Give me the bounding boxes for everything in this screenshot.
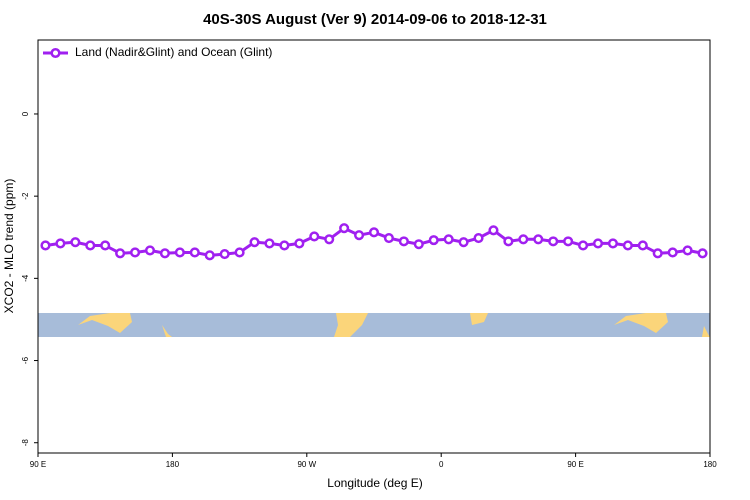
point	[383, 233, 394, 244]
point	[667, 247, 678, 258]
land	[162, 325, 172, 337]
point	[458, 237, 469, 248]
x-tick-label: 90 E	[567, 460, 583, 469]
land	[78, 313, 132, 333]
point	[637, 240, 648, 251]
x-tick-label: 180	[166, 460, 180, 469]
x-tick-label: 90 E	[30, 460, 46, 469]
x-tick-label: 90 W	[297, 460, 316, 469]
point	[607, 238, 618, 249]
point	[40, 240, 51, 251]
point	[309, 231, 320, 242]
land	[614, 313, 668, 333]
point	[234, 247, 245, 258]
point	[144, 245, 156, 256]
point	[697, 248, 708, 259]
point	[174, 247, 185, 258]
chart-title: 40S-30S August (Ver 9) 2014-09-06 to 201…	[203, 11, 547, 28]
point	[533, 234, 544, 245]
point	[578, 240, 589, 251]
point	[189, 247, 200, 258]
x-axis-label: Longitude (deg E)	[327, 476, 422, 490]
point	[85, 240, 96, 251]
land	[702, 326, 710, 337]
point	[159, 248, 170, 259]
point	[563, 236, 574, 247]
ocean	[38, 313, 710, 337]
map-strip	[38, 313, 710, 337]
legend-label: Land (Nadir&Glint) and Ocean (Glint)	[75, 45, 272, 59]
point	[592, 238, 604, 249]
point	[70, 237, 81, 248]
point	[398, 236, 409, 247]
point	[249, 237, 260, 248]
point	[518, 234, 529, 245]
point	[548, 236, 559, 247]
point	[219, 249, 230, 260]
point	[130, 247, 141, 258]
point	[473, 233, 484, 244]
point	[488, 225, 499, 236]
point	[100, 240, 111, 251]
land	[334, 313, 368, 337]
point	[428, 235, 439, 246]
point	[55, 238, 66, 249]
y-tick-label: -8	[21, 439, 30, 447]
y-tick-label: -6	[21, 356, 30, 364]
legend-marker	[50, 47, 61, 59]
y-tick-label: -4	[21, 274, 30, 282]
point	[294, 238, 305, 249]
y-axis-label: XCO2 - MLO trend (ppm)	[2, 179, 16, 314]
point	[368, 227, 380, 238]
point	[204, 250, 215, 261]
x-tick-label: 180	[703, 460, 717, 469]
point	[682, 245, 693, 256]
plot-frame	[37, 39, 711, 454]
x-tick-label: 0	[439, 460, 444, 469]
point	[264, 238, 275, 249]
point	[622, 240, 633, 251]
y-tick-label: -2	[21, 192, 30, 200]
point	[339, 223, 350, 234]
point	[324, 234, 335, 245]
point	[503, 236, 514, 247]
point	[652, 248, 663, 259]
point	[354, 230, 365, 241]
point	[115, 248, 126, 259]
point	[443, 234, 454, 245]
point	[279, 240, 290, 251]
y-tick-label: 0	[21, 111, 30, 116]
land	[470, 313, 488, 325]
point	[413, 239, 424, 250]
